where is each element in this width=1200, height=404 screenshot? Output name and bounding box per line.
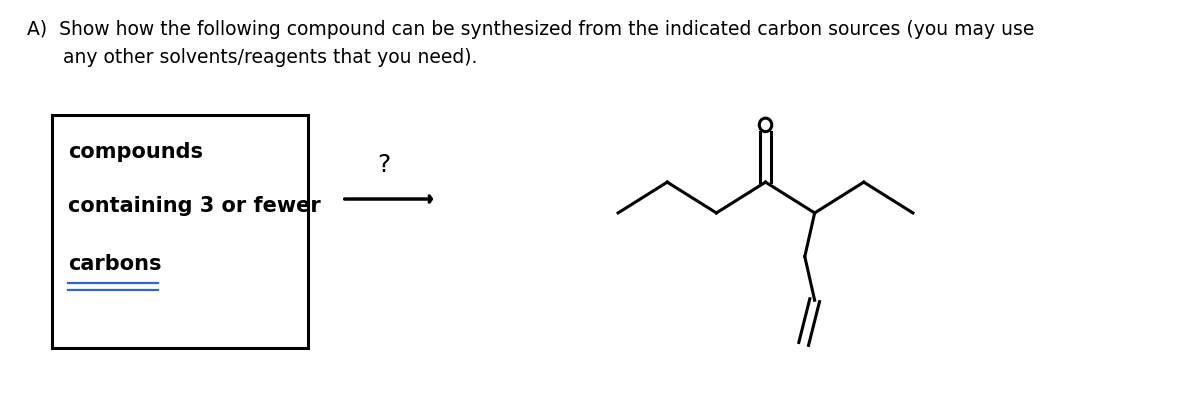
Text: carbons: carbons — [68, 254, 162, 274]
Text: any other solvents/reagents that you need).: any other solvents/reagents that you nee… — [28, 48, 478, 67]
Text: compounds: compounds — [68, 143, 203, 162]
Text: ?: ? — [378, 153, 391, 177]
FancyBboxPatch shape — [52, 115, 308, 348]
Text: A)  Show how the following compound can be synthesized from the indicated carbon: A) Show how the following compound can b… — [28, 20, 1034, 39]
Text: containing 3 or fewer: containing 3 or fewer — [68, 196, 320, 216]
